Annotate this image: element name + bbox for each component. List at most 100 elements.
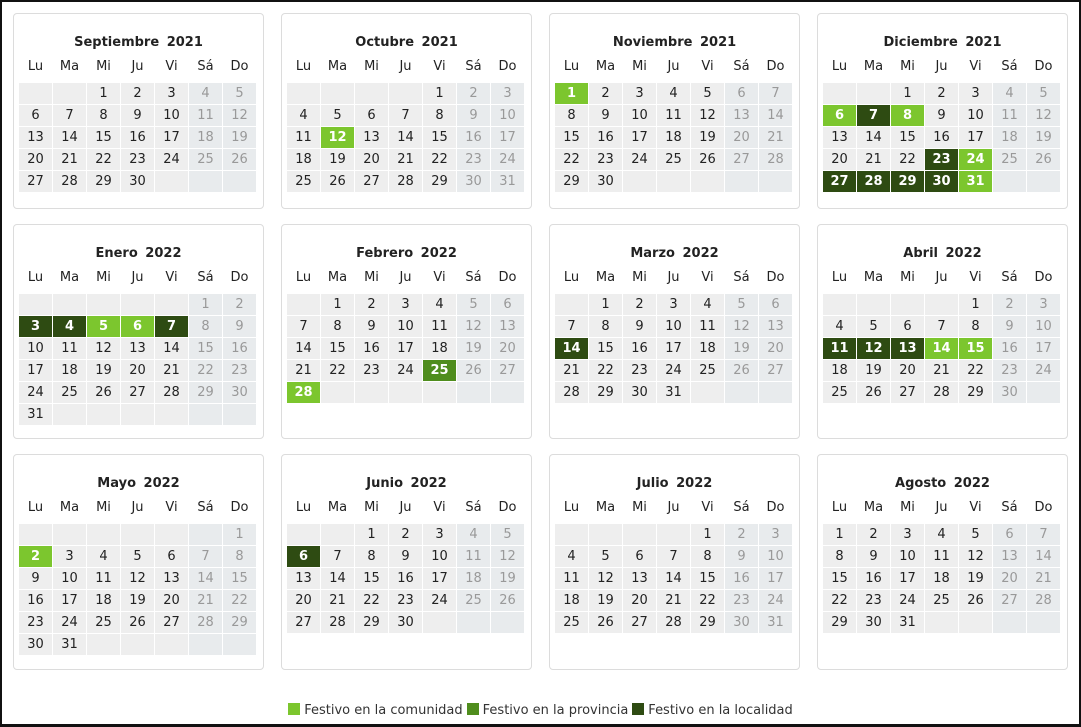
day-cell[interactable]: 24 [1027,360,1060,381]
day-cell[interactable]: 24 [389,360,422,381]
day-cell[interactable]: 21 [1027,568,1060,589]
day-cell[interactable]: 11 [287,127,320,148]
day-cell[interactable]: 22 [223,590,256,611]
day-cell[interactable]: 4 [657,83,690,104]
day-cell[interactable]: 22 [423,149,456,170]
day-cell[interactable]: 7 [287,316,320,337]
day-cell[interactable]: 9 [457,105,490,126]
day-cell[interactable]: 1 [189,294,222,315]
day-cell[interactable]: 15 [555,127,588,148]
day-cell[interactable]: 7 [657,546,690,567]
day-cell[interactable]: 8 [555,105,588,126]
holiday-localidad[interactable]: 14 [555,338,588,359]
day-cell[interactable]: 9 [857,546,890,567]
holiday-localidad[interactable]: 7 [857,105,890,126]
day-cell[interactable]: 9 [725,546,758,567]
day-cell[interactable]: 4 [823,316,856,337]
day-cell[interactable]: 1 [423,83,456,104]
day-cell[interactable]: 27 [155,612,188,633]
day-cell[interactable]: 11 [925,546,958,567]
day-cell[interactable]: 4 [287,105,320,126]
day-cell[interactable]: 16 [121,127,154,148]
day-cell[interactable]: 15 [891,127,924,148]
day-cell[interactable]: 3 [959,83,992,104]
day-cell[interactable]: 8 [87,105,120,126]
day-cell[interactable]: 15 [355,568,388,589]
day-cell[interactable]: 3 [759,524,792,545]
day-cell[interactable]: 26 [589,612,622,633]
day-cell[interactable]: 30 [623,382,656,403]
day-cell[interactable]: 6 [355,105,388,126]
day-cell[interactable]: 4 [925,524,958,545]
holiday-comunidad[interactable]: 14 [925,338,958,359]
day-cell[interactable]: 27 [491,360,524,381]
day-cell[interactable]: 25 [189,149,222,170]
holiday-comunidad[interactable]: 2 [19,546,52,567]
day-cell[interactable]: 29 [423,171,456,192]
day-cell[interactable]: 27 [623,612,656,633]
day-cell[interactable]: 21 [657,590,690,611]
day-cell[interactable]: 27 [759,360,792,381]
day-cell[interactable]: 2 [857,524,890,545]
day-cell[interactable]: 18 [457,568,490,589]
day-cell[interactable]: 21 [857,149,890,170]
day-cell[interactable]: 21 [189,590,222,611]
day-cell[interactable]: 17 [389,338,422,359]
day-cell[interactable]: 25 [691,360,724,381]
day-cell[interactable]: 31 [53,634,86,655]
day-cell[interactable]: 15 [589,338,622,359]
day-cell[interactable]: 4 [691,294,724,315]
day-cell[interactable]: 2 [589,83,622,104]
day-cell[interactable]: 31 [891,612,924,633]
day-cell[interactable]: 4 [189,83,222,104]
day-cell[interactable]: 8 [423,105,456,126]
day-cell[interactable]: 10 [491,105,524,126]
day-cell[interactable]: 3 [1027,294,1060,315]
day-cell[interactable]: 28 [53,171,86,192]
day-cell[interactable]: 20 [155,590,188,611]
day-cell[interactable]: 26 [691,149,724,170]
day-cell[interactable]: 4 [993,83,1026,104]
day-cell[interactable]: 1 [589,294,622,315]
day-cell[interactable]: 27 [19,171,52,192]
day-cell[interactable]: 15 [321,338,354,359]
day-cell[interactable]: 6 [623,546,656,567]
day-cell[interactable]: 25 [87,612,120,633]
day-cell[interactable]: 27 [121,382,154,403]
day-cell[interactable]: 17 [657,338,690,359]
day-cell[interactable]: 16 [457,127,490,148]
day-cell[interactable]: 14 [53,127,86,148]
day-cell[interactable]: 30 [993,382,1026,403]
day-cell[interactable]: 28 [189,612,222,633]
day-cell[interactable]: 13 [491,316,524,337]
day-cell[interactable]: 21 [389,149,422,170]
day-cell[interactable]: 28 [657,612,690,633]
day-cell[interactable]: 8 [589,316,622,337]
day-cell[interactable]: 26 [959,590,992,611]
day-cell[interactable]: 13 [725,105,758,126]
holiday-comunidad[interactable]: 31 [959,171,992,192]
holiday-localidad[interactable]: 23 [925,149,958,170]
day-cell[interactable]: 15 [423,127,456,148]
day-cell[interactable]: 30 [457,171,490,192]
day-cell[interactable]: 2 [121,83,154,104]
day-cell[interactable]: 18 [925,568,958,589]
day-cell[interactable]: 9 [19,568,52,589]
day-cell[interactable]: 9 [589,105,622,126]
day-cell[interactable]: 18 [189,127,222,148]
day-cell[interactable]: 10 [759,546,792,567]
day-cell[interactable]: 7 [389,105,422,126]
day-cell[interactable]: 14 [189,568,222,589]
day-cell[interactable]: 4 [87,546,120,567]
day-cell[interactable]: 23 [993,360,1026,381]
day-cell[interactable]: 14 [321,568,354,589]
day-cell[interactable]: 9 [993,316,1026,337]
day-cell[interactable]: 18 [993,127,1026,148]
day-cell[interactable]: 23 [355,360,388,381]
day-cell[interactable]: 8 [321,316,354,337]
day-cell[interactable]: 26 [857,382,890,403]
holiday-provincia[interactable]: 25 [423,360,456,381]
day-cell[interactable]: 3 [623,83,656,104]
day-cell[interactable]: 25 [993,149,1026,170]
day-cell[interactable]: 25 [457,590,490,611]
